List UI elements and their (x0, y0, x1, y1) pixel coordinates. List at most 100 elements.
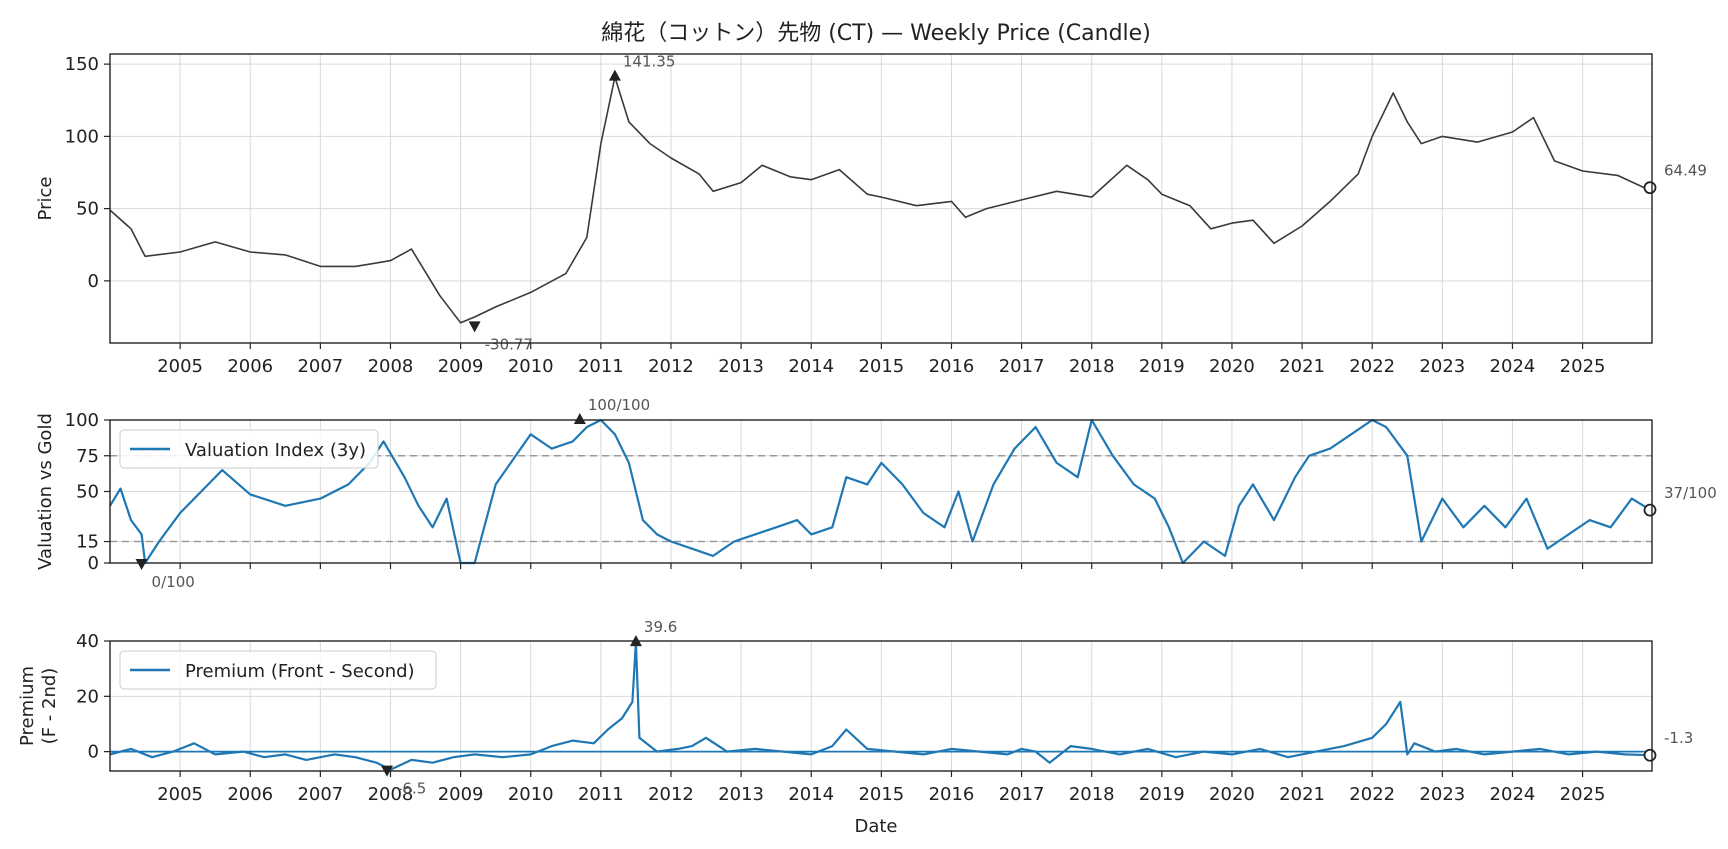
x-tick-label: 2020 (1209, 356, 1255, 377)
x-tick-label: 2024 (1490, 784, 1536, 805)
plot-frame (109, 53, 1653, 344)
min-marker (468, 321, 481, 333)
y-tick-label: 0 (88, 553, 99, 574)
x-tick-label: 2016 (929, 356, 975, 377)
x-tick-label: 2021 (1279, 356, 1325, 377)
x-tick-label: 2006 (227, 356, 273, 377)
x-tick-label: 2025 (1560, 784, 1606, 805)
annotation-max: 100/100 (573, 396, 650, 424)
y-tick-label: 50 (76, 199, 99, 220)
annotation-min: 0/100 (135, 559, 195, 591)
x-tick-label: 2017 (999, 784, 1045, 805)
y-axis-label: Valuation vs Gold (35, 413, 56, 570)
min-marker (135, 559, 148, 570)
series-line-valuation (109, 418, 1652, 565)
max-marker (573, 413, 586, 424)
min-label: -6.5 (397, 780, 426, 798)
x-tick-label: 2008 (368, 784, 414, 805)
plot-frame (109, 640, 1653, 772)
x-tick-label: 2018 (1069, 784, 1115, 805)
x-tick-label: 2014 (788, 784, 834, 805)
last-label: 37/100 (1664, 484, 1717, 502)
x-tick-label: 2012 (648, 356, 694, 377)
x-tick-label: 2007 (297, 784, 343, 805)
y-tick-label: 150 (65, 54, 99, 75)
chart-title: 綿花（コットン）先物 (CT) — Weekly Price (Candle) (601, 21, 1151, 46)
legend: Premium (Front - Second) (119, 650, 437, 690)
x-tick-label: 2025 (1560, 356, 1606, 377)
y-tick-label: 100 (65, 410, 99, 431)
x-tick-label: 2017 (999, 356, 1045, 377)
x-tick-label: 2022 (1349, 356, 1395, 377)
x-tick-label: 2020 (1209, 784, 1255, 805)
legend-label: Valuation Index (3y) (185, 440, 366, 461)
x-tick-label: 2010 (508, 784, 554, 805)
legend-label: Premium (Front - Second) (185, 661, 415, 682)
max-label: 100/100 (588, 396, 650, 414)
last-label: 64.49 (1664, 162, 1707, 180)
x-tick-label: 2010 (508, 356, 554, 377)
chart-panels: 2005 2006 2007 2008 2009 2010 2011 2012 2013 2014… (17, 53, 1717, 805)
x-tick-label: 2019 (1139, 784, 1185, 805)
x-tick-label: 2018 (1069, 356, 1115, 377)
y-axis-label-line: Premium (17, 666, 38, 746)
x-tick-label: 2008 (368, 356, 414, 377)
max-marker (608, 69, 621, 81)
annotation-min: -30.77 (468, 321, 533, 353)
last-marker (1643, 503, 1657, 517)
x-tick-label: 2011 (578, 356, 624, 377)
x-tick-label: 2012 (648, 784, 694, 805)
x-tick-label: 2022 (1349, 784, 1395, 805)
y-tick-label: 75 (76, 446, 99, 467)
y-tick-label: 15 (76, 532, 99, 553)
series-line-price (109, 76, 1647, 324)
legend-box (119, 429, 379, 469)
min-label: -30.77 (485, 335, 533, 353)
panel-price: 2005 2006 2007 2008 2009 2010 2011 2012 2013 2014… (35, 53, 1707, 377)
x-tick-label: 2023 (1419, 784, 1465, 805)
x-tick-label: 2011 (578, 784, 624, 805)
y-axis-label: Price (35, 177, 56, 221)
x-tick-label: 2021 (1279, 784, 1325, 805)
y-tick-label: 0 (88, 271, 99, 292)
max-label: 141.35 (623, 53, 676, 71)
annotation-last: 64.49 (1643, 162, 1707, 195)
panel-premium: 2005 2006 2007 2008 2009 2010 2011 2012 2013 2014… (17, 618, 1693, 805)
x-tick-label: 2009 (438, 356, 484, 377)
x-tick-label: 2007 (297, 356, 343, 377)
y-tick-label: 20 (76, 686, 99, 707)
legend-box (119, 650, 437, 690)
legend: Valuation Index (3y) (119, 429, 379, 469)
last-marker (1643, 748, 1657, 762)
x-tick-label: 2024 (1490, 356, 1536, 377)
x-tick-label: 2015 (858, 356, 904, 377)
y-tick-label: 100 (65, 126, 99, 147)
y-tick-label: 40 (76, 631, 99, 652)
annotation-max: 39.6 (629, 618, 677, 647)
x-tick-label: 2014 (788, 356, 834, 377)
last-label: -1.3 (1664, 729, 1693, 747)
annotation-last: 37/100 (1643, 484, 1717, 517)
x-tick-label: 2005 (157, 784, 203, 805)
x-tick-label: 2023 (1419, 356, 1465, 377)
annotation-last: -1.3 (1643, 729, 1693, 762)
y-tick-label: 50 (76, 482, 99, 503)
x-tick-label: 2006 (227, 784, 273, 805)
x-tick-label: 2019 (1139, 356, 1185, 377)
y-tick-label: 0 (88, 742, 99, 763)
x-axis-label: Date (854, 816, 897, 837)
y-axis-label: Premium(F - 2nd) (17, 666, 60, 746)
x-tick-label: 2013 (718, 784, 764, 805)
annotation-max: 141.35 (608, 53, 676, 81)
max-label: 39.6 (644, 618, 677, 636)
x-tick-label: 2015 (858, 784, 904, 805)
min-label: 0/100 (152, 573, 195, 591)
x-tick-label: 2013 (718, 356, 764, 377)
x-tick-label: 2016 (929, 784, 975, 805)
panel-valuation: 015 50 75 100 100/100 0/100 37/100 Valuation vs… (35, 396, 1717, 591)
x-tick-label: 2005 (157, 356, 203, 377)
series-line-premium (109, 640, 1651, 771)
last-marker (1643, 181, 1657, 195)
x-tick-label: 2009 (438, 784, 484, 805)
